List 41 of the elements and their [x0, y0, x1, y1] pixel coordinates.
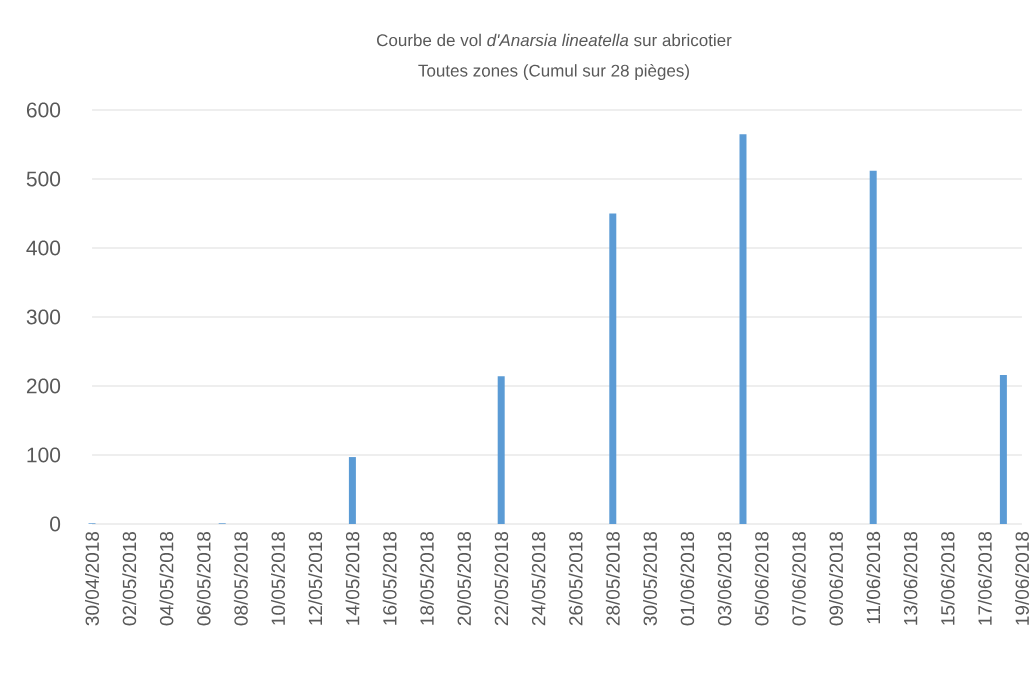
bar [869, 170, 877, 524]
x-tick-label: 28/05/2018 [605, 531, 620, 626]
x-tick-label: 11/06/2018 [866, 531, 881, 624]
x-tick-label: 30/05/2018 [643, 531, 657, 626]
x-tick-label: 09/06/2018 [829, 531, 843, 626]
x-tick-label: 26/05/2018 [568, 531, 583, 626]
x-tick-label: 01/06/2018 [680, 531, 695, 626]
x-tick-label: 04/05/2018 [159, 531, 174, 626]
bar [999, 374, 1007, 524]
x-tick-label: 24/05/2018 [531, 531, 546, 626]
x-tick-label: 17/06/2018 [977, 531, 992, 625]
x-tick-label: 15/06/2018 [940, 531, 955, 625]
x-tick-label: 22/05/2018 [494, 531, 509, 626]
x-tick-label: 16/05/2018 [382, 531, 397, 625]
x-tick-label: 12/05/2018 [308, 531, 323, 625]
y-tick-label: 100 [27, 447, 61, 463]
x-tick-label: 13/06/2018 [903, 531, 918, 625]
bar [609, 213, 617, 524]
bar [739, 134, 747, 524]
x-tick-label: 02/05/2018 [122, 531, 137, 626]
x-tick-label: 10/05/2018 [271, 531, 285, 625]
x-tick-label: 19/06/2018 [1015, 531, 1029, 625]
x-tick-label: 08/05/2018 [233, 531, 248, 626]
y-tick-label: 400 [26, 240, 61, 256]
chart-subtitle: Toutes zones (Cumul sur 28 pièges) [418, 63, 689, 80]
bar [497, 376, 505, 524]
y-tick-label: 300 [26, 309, 61, 325]
x-tick-label: 20/05/2018 [457, 531, 471, 626]
y-tick-label: 600 [26, 102, 61, 118]
y-tick-label: 500 [26, 171, 61, 187]
x-tick-label: 30/04/2018 [85, 531, 99, 626]
y-tick-label: 0 [50, 516, 61, 532]
chart-title: Courbe de vol d'Anarsia lineatella sur abricotier [377, 33, 732, 47]
x-tick-label: 03/06/2018 [717, 531, 732, 626]
y-tick-label: 200 [26, 378, 61, 394]
x-tick-label: 14/05/2018 [345, 531, 360, 625]
bar [348, 457, 356, 524]
x-tick-label: 06/05/2018 [196, 531, 211, 626]
x-tick-label: 05/06/2018 [754, 531, 769, 626]
x-tick-label: 18/05/2018 [419, 531, 434, 625]
x-tick-label: 07/06/2018 [791, 531, 806, 626]
